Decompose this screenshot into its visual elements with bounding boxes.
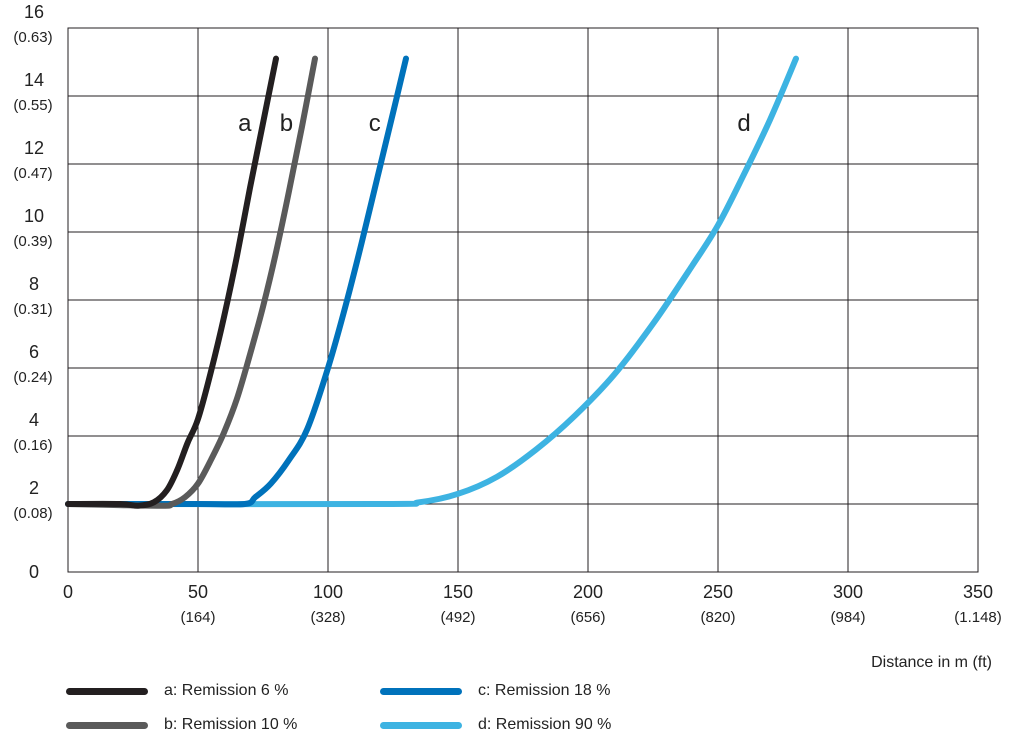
legend-swatch [66, 721, 148, 729]
series-label-d: d [737, 110, 750, 137]
legend-swatch [380, 687, 462, 695]
x-tick-label: 100 [313, 582, 343, 602]
series-label-a: a [238, 110, 252, 137]
y-tick-label: 6 [29, 342, 39, 362]
legend-label: a: Remission 6 % [164, 682, 289, 699]
legend-item-d: d: Remission 90 % [380, 716, 611, 734]
legend-label: b: Remission 10 % [164, 716, 298, 733]
x-tick-sublabel: (492) [440, 609, 475, 626]
x-tick-label: 200 [573, 582, 603, 602]
series-line-c [65, 55, 409, 508]
x-axis-ticks: 0 50 (164) 100 (328) 150 (492) 200 (656) 250 (820)… [63, 582, 1002, 626]
legend-item-b: b: Remission 10 % [66, 716, 297, 734]
y-tick-sublabel: (0.24) [13, 369, 52, 386]
y-axis-ticks: 0 2 (0.08) 4 (0.16) 6 (0.24) 8 (0.31) 10 (0.39) 12 (… [13, 2, 52, 582]
y-tick-label: 4 [29, 410, 39, 430]
legend-label: c: Remission 18 % [478, 682, 611, 699]
y-tick-label: 16 [24, 2, 44, 22]
x-tick-sublabel: (656) [570, 609, 605, 626]
x-tick-label: 300 [833, 582, 863, 602]
x-tick-label: 350 [963, 582, 993, 602]
series-line-a [65, 55, 279, 509]
legend-label: d: Remission 90 % [478, 716, 612, 733]
legend-item-c: c: Remission 18 % [380, 682, 611, 700]
x-axis-title: Distance in m (ft) [871, 654, 992, 671]
y-tick-sublabel: (0.39) [13, 233, 52, 250]
x-tick-sublabel: (1.148) [954, 609, 1002, 626]
series-labels: a b c d [238, 110, 751, 137]
x-tick-label: 250 [703, 582, 733, 602]
y-tick-label: 2 [29, 478, 39, 498]
series-line-b [65, 55, 318, 509]
legend-item-a: a: Remission 6 % [66, 682, 289, 700]
y-tick-label: 0 [29, 562, 39, 582]
x-tick-label: 0 [63, 582, 73, 602]
x-tick-sublabel: (984) [830, 609, 865, 626]
x-tick-sublabel: (820) [700, 609, 735, 626]
legend-swatch [66, 687, 148, 695]
series-lines [65, 55, 799, 509]
series-line-d [65, 55, 799, 508]
plot-frame [67, 27, 979, 573]
x-tick-sublabel: (164) [180, 609, 215, 626]
y-tick-label: 14 [24, 70, 44, 90]
y-tick-sublabel: (0.31) [13, 301, 52, 318]
y-tick-sublabel: (0.16) [13, 437, 52, 454]
x-tick-label: 50 [188, 582, 208, 602]
x-tick-sublabel: (328) [310, 609, 345, 626]
y-tick-sublabel: (0.47) [13, 165, 52, 182]
y-tick-sublabel: (0.08) [13, 505, 52, 522]
legend-swatch [380, 721, 462, 729]
y-tick-sublabel: (0.63) [13, 29, 52, 46]
series-label-c: c [369, 110, 381, 137]
y-tick-label: 10 [24, 206, 44, 226]
y-tick-label: 12 [24, 138, 44, 158]
y-tick-sublabel: (0.55) [13, 97, 52, 114]
y-tick-label: 8 [29, 274, 39, 294]
series-label-b: b [280, 110, 293, 137]
x-tick-label: 150 [443, 582, 473, 602]
